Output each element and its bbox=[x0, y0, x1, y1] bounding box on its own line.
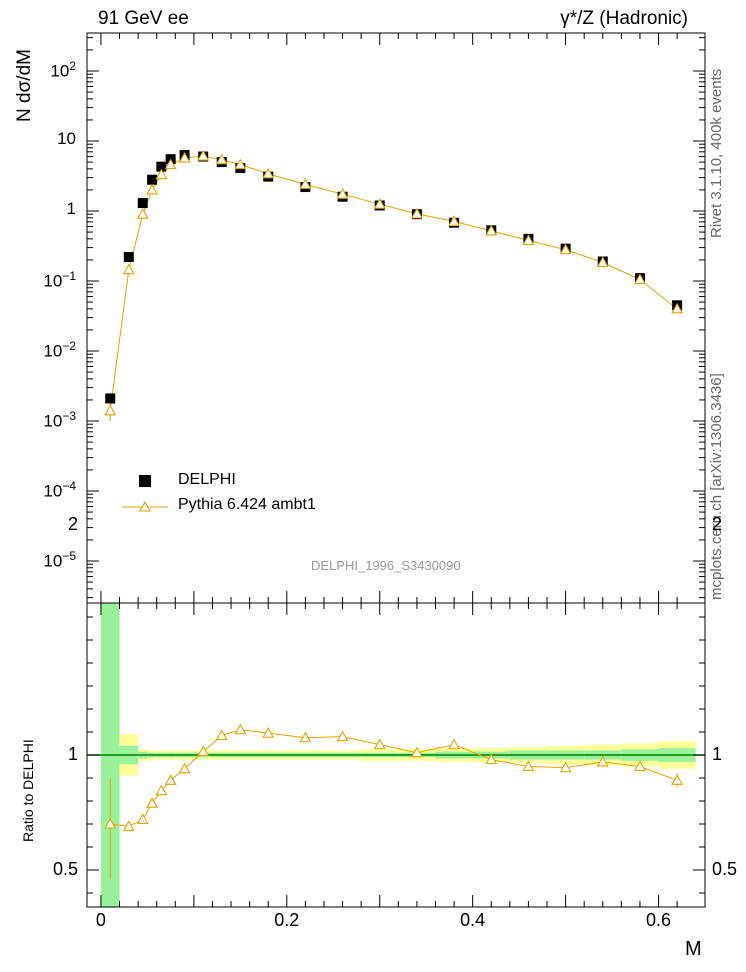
ratio-point bbox=[234, 723, 247, 735]
x-tick-label: 0 bbox=[95, 910, 106, 930]
main-y-tick-label: 102 bbox=[50, 59, 76, 81]
mc-point bbox=[448, 215, 461, 226]
mc-point bbox=[596, 256, 609, 268]
mc-point bbox=[155, 168, 168, 180]
mc-point bbox=[215, 153, 228, 165]
axes-frames bbox=[86, 32, 706, 908]
main-y-tick-label: 10−4 bbox=[43, 479, 76, 501]
mcplots-label: mcplots.cern.ch [arXiv:1306.3436] bbox=[708, 373, 725, 600]
ratio-point bbox=[299, 731, 312, 743]
mc-point bbox=[522, 234, 535, 245]
ratio-point bbox=[215, 729, 228, 741]
header-right-title: γ*/Z (Hadronic) bbox=[560, 8, 688, 29]
main-frame bbox=[86, 32, 706, 604]
ratio-y-tick-label-left: 1 bbox=[67, 744, 78, 764]
mc-point bbox=[485, 224, 498, 236]
ratio-y-tick-label-left: 2 bbox=[67, 514, 78, 534]
mc-point bbox=[146, 183, 158, 195]
data-point bbox=[123, 252, 134, 263]
ratio-y-tick-label-right: 1 bbox=[712, 744, 723, 764]
x-tick-label: 0.2 bbox=[274, 910, 300, 930]
legend-mc-marker bbox=[139, 500, 151, 512]
main-y-tick-label: 1 bbox=[66, 199, 76, 218]
ratio-point bbox=[410, 746, 423, 758]
ratio-point bbox=[136, 813, 149, 824]
ratio-point bbox=[178, 762, 191, 774]
header-left-title: 91 GeV ee bbox=[98, 8, 189, 29]
ratio-point bbox=[146, 797, 158, 808]
main-y-tick-label: 10−3 bbox=[43, 409, 76, 431]
analysis-watermark: DELPHI_1996_S3430090 bbox=[311, 558, 461, 573]
legend bbox=[122, 475, 168, 512]
x-tick-label: 0.4 bbox=[460, 910, 486, 930]
x-axis-label: M bbox=[685, 938, 702, 960]
ratio-point bbox=[559, 761, 572, 773]
mc-point bbox=[178, 151, 191, 163]
mc-point bbox=[336, 188, 349, 199]
ratio-point bbox=[197, 745, 210, 757]
mc-point bbox=[299, 178, 312, 189]
ratio-y-tick-label-right: 0.5 bbox=[712, 859, 738, 879]
ratio-point bbox=[336, 730, 349, 742]
ratio-point bbox=[596, 755, 609, 767]
data-point bbox=[147, 174, 158, 185]
mc-point bbox=[559, 243, 572, 255]
main-y-tick-label: 10−1 bbox=[43, 269, 76, 291]
mc-point bbox=[136, 208, 149, 219]
ratio-point bbox=[671, 774, 684, 785]
data-point bbox=[156, 161, 167, 172]
ratio-point bbox=[164, 774, 177, 785]
ratio-point bbox=[155, 784, 168, 796]
mc-point bbox=[262, 167, 275, 179]
mc-point bbox=[104, 404, 117, 416]
legend-data-marker bbox=[139, 475, 151, 487]
mc-point bbox=[634, 273, 646, 285]
ratio-y-tick-label-right: 2 bbox=[712, 514, 723, 534]
ratio-point bbox=[373, 738, 386, 750]
mc-point bbox=[410, 207, 423, 219]
mc-point bbox=[164, 158, 177, 170]
data-point bbox=[105, 393, 116, 404]
ratio-y-tick-label-left: 0.5 bbox=[52, 859, 78, 879]
ratio-y-axis-label: Ratio to DELPHI bbox=[20, 739, 36, 842]
ratio-point bbox=[485, 753, 498, 765]
main-y-tick-label: 10−5 bbox=[43, 549, 76, 571]
x-tick-label: 0.6 bbox=[646, 910, 672, 930]
main-y-tick-label: 10 bbox=[57, 129, 76, 148]
mc-point bbox=[671, 302, 684, 314]
legend-label-mc: Pythia 6.424 ambt1 bbox=[178, 496, 316, 513]
ratio-point bbox=[448, 738, 461, 750]
mc-point bbox=[234, 158, 247, 170]
mc-line bbox=[109, 155, 678, 411]
ratio-point bbox=[104, 817, 117, 829]
ratio-point bbox=[522, 760, 535, 772]
mc-point bbox=[373, 198, 386, 209]
main-panel-series bbox=[104, 149, 684, 421]
mc-point bbox=[197, 149, 210, 161]
main-y-tick-label: 10−2 bbox=[43, 339, 76, 361]
ratio-point bbox=[122, 820, 135, 831]
ratio-point bbox=[634, 760, 646, 772]
main-y-axis-label: N dσ/dM bbox=[14, 49, 35, 122]
rivet-version-label: Rivet 3.1.10, 400k events bbox=[708, 68, 725, 238]
mc-point bbox=[122, 263, 135, 275]
ratio-line bbox=[110, 729, 678, 827]
ratio-panel-series bbox=[104, 723, 684, 880]
ratio-point bbox=[262, 727, 275, 738]
legend-label-data: DELPHI bbox=[178, 471, 236, 488]
data-point bbox=[137, 198, 148, 209]
axis-ticks bbox=[87, 33, 705, 907]
